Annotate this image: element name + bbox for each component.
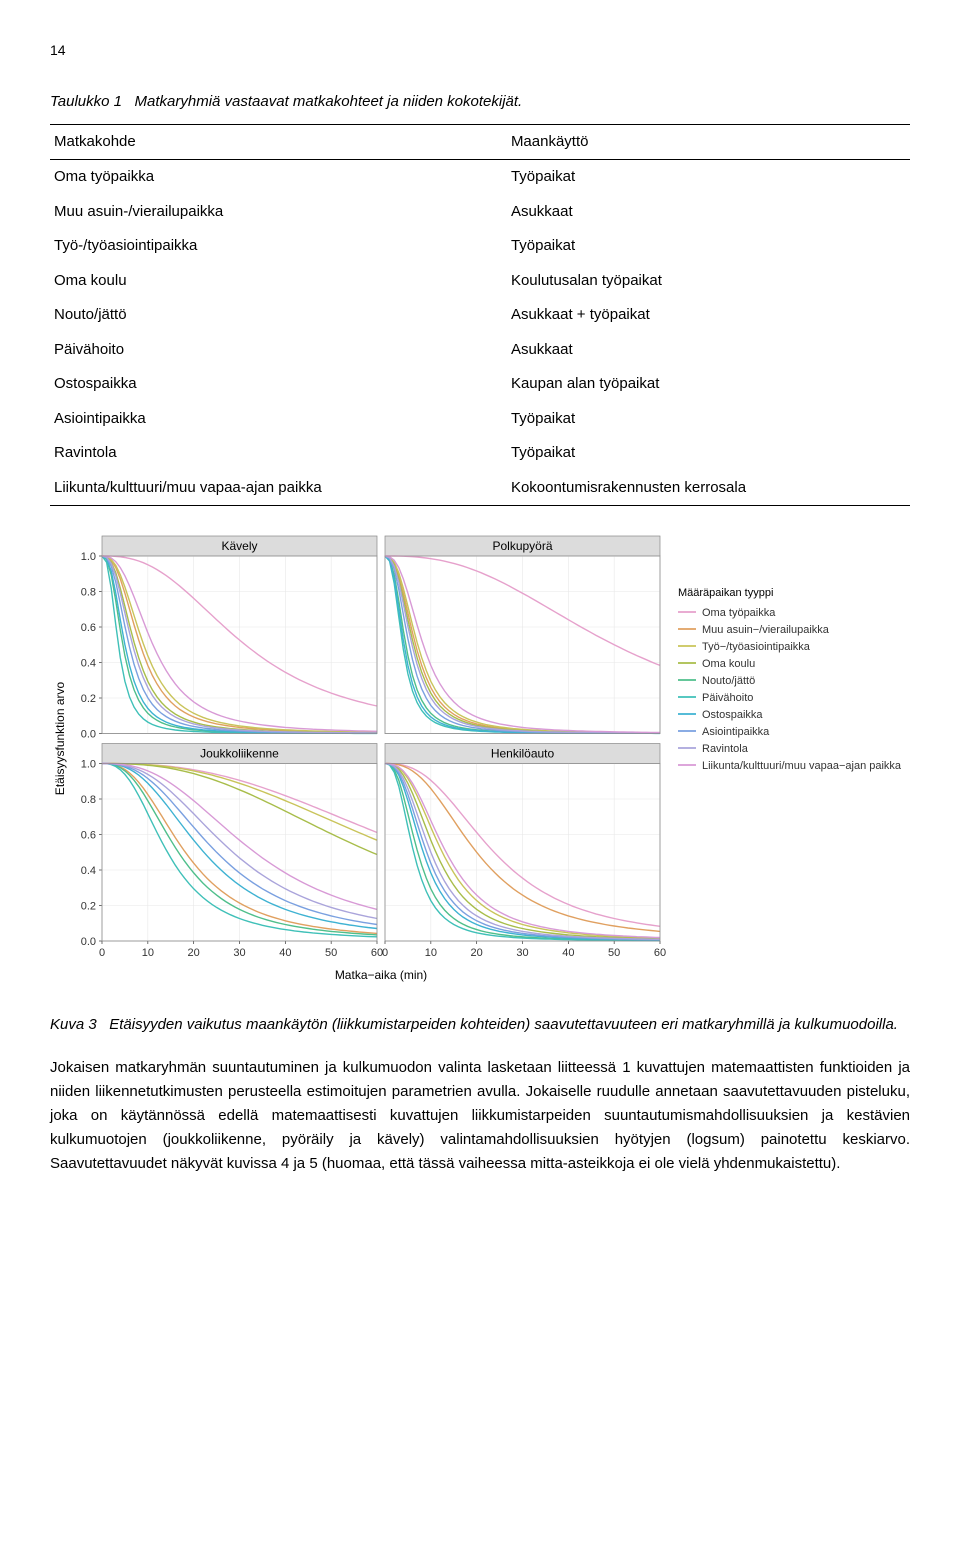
svg-text:0.6: 0.6: [81, 830, 96, 842]
svg-text:Muu asuin−/vierailupaikka: Muu asuin−/vierailupaikka: [702, 624, 830, 636]
table-row: Oma työpaikkaTyöpaikat: [50, 160, 910, 195]
table-caption-text: Matkaryhmiä vastaavat matkakohteet ja ni…: [135, 93, 523, 110]
table-cell-right: Asukkaat + työpaikat: [507, 298, 910, 333]
svg-text:20: 20: [188, 947, 200, 959]
svg-text:Ostospaikka: Ostospaikka: [702, 709, 763, 721]
table-row: AsiointipaikkaTyöpaikat: [50, 402, 910, 437]
table-cell-left: Asiointipaikka: [50, 402, 507, 437]
table-cell-left: Päivähoito: [50, 333, 507, 368]
svg-text:0.4: 0.4: [81, 658, 96, 670]
table-cell-left: Ostospaikka: [50, 367, 507, 402]
svg-text:Matka−aika (min): Matka−aika (min): [335, 968, 427, 982]
matkakohde-table: Matkakohde Maankäyttö Oma työpaikkaTyöpa…: [50, 124, 910, 507]
figure-label: Kuva 3: [50, 1016, 97, 1033]
svg-text:Nouto/jättö: Nouto/jättö: [702, 675, 755, 687]
svg-text:30: 30: [233, 947, 245, 959]
svg-text:10: 10: [142, 947, 154, 959]
figure-svg: Etäisyysfunktion arvo Kävely 1.0 0.8 0.6 0.4 0…: [50, 531, 910, 991]
svg-text:60: 60: [654, 947, 666, 959]
table-header-left: Matkakohde: [50, 124, 507, 160]
table-cell-right: Työpaikat: [507, 229, 910, 264]
table-cell-right: Asukkaat: [507, 333, 910, 368]
table-cell-right: Kaupan alan työpaikat: [507, 367, 910, 402]
svg-text:Päivähoito: Päivähoito: [702, 692, 753, 704]
table-cell-left: Työ-/työasiointipaikka: [50, 229, 507, 264]
svg-text:30: 30: [516, 947, 528, 959]
svg-text:Oma työpaikka: Oma työpaikka: [702, 607, 776, 619]
figure-caption-text: Etäisyyden vaikutus maankäytön (liikkumi…: [109, 1016, 898, 1033]
svg-text:0.8: 0.8: [81, 587, 96, 599]
table-row: Nouto/jättöAsukkaat + työpaikat: [50, 298, 910, 333]
svg-text:Kävely: Kävely: [221, 539, 257, 553]
table-row: Liikunta/kulttuuri/muu vapaa-ajan paikka…: [50, 471, 910, 506]
table-row: PäivähoitoAsukkaat: [50, 333, 910, 368]
svg-text:40: 40: [279, 947, 291, 959]
table-row: Oma kouluKoulutusalan työpaikat: [50, 264, 910, 299]
svg-text:50: 50: [325, 947, 337, 959]
table-cell-left: Muu asuin-/vierailupaikka: [50, 195, 507, 230]
table-cell-right: Asukkaat: [507, 195, 910, 230]
svg-text:Oma koulu: Oma koulu: [702, 658, 755, 670]
svg-text:Asiointipaikka: Asiointipaikka: [702, 726, 770, 738]
svg-text:Etäisyysfunktion arvo: Etäisyysfunktion arvo: [53, 681, 67, 795]
svg-text:Ravintola: Ravintola: [702, 743, 749, 755]
svg-text:50: 50: [608, 947, 620, 959]
table-cell-right: Koulutusalan työpaikat: [507, 264, 910, 299]
table-row: Muu asuin-/vierailupaikkaAsukkaat: [50, 195, 910, 230]
svg-text:10: 10: [425, 947, 437, 959]
svg-text:1.0: 1.0: [81, 759, 96, 771]
table-row: Työ-/työasiointipaikkaTyöpaikat: [50, 229, 910, 264]
svg-text:0: 0: [99, 947, 105, 959]
svg-text:Joukkoliikenne: Joukkoliikenne: [200, 747, 279, 761]
table-row: RavintolaTyöpaikat: [50, 436, 910, 471]
table-cell-right: Työpaikat: [507, 160, 910, 195]
svg-text:Polkupyörä: Polkupyörä: [492, 539, 552, 553]
svg-text:1.0: 1.0: [81, 551, 96, 563]
svg-text:0.2: 0.2: [81, 693, 96, 705]
table-cell-right: Työpaikat: [507, 402, 910, 437]
svg-text:0.4: 0.4: [81, 865, 96, 877]
svg-text:0.2: 0.2: [81, 901, 96, 913]
table-cell-left: Nouto/jättö: [50, 298, 507, 333]
table-cell-left: Ravintola: [50, 436, 507, 471]
svg-text:Henkilöauto: Henkilöauto: [491, 747, 555, 761]
table-cell-right: Kokoontumisrakennusten kerrosala: [507, 471, 910, 506]
table-caption: Taulukko 1 Matkaryhmiä vastaavat matkako…: [50, 91, 910, 114]
table-cell-left: Oma koulu: [50, 264, 507, 299]
svg-text:0.0: 0.0: [81, 936, 96, 948]
svg-text:Liikunta/kulttuuri/muu vapaa−a: Liikunta/kulttuuri/muu vapaa−ajan paikka: [702, 760, 902, 772]
svg-text:0.8: 0.8: [81, 794, 96, 806]
table-row: OstospaikkaKaupan alan työpaikat: [50, 367, 910, 402]
page-number: 14: [50, 40, 910, 61]
svg-text:Määräpaikan tyyppi: Määräpaikan tyyppi: [678, 587, 773, 599]
figure-3: Etäisyysfunktion arvo Kävely 1.0 0.8 0.6 0.4 0…: [50, 531, 910, 999]
svg-text:0: 0: [382, 947, 388, 959]
figure-caption: Kuva 3 Etäisyyden vaikutus maankäytön (l…: [50, 1014, 910, 1037]
svg-text:Työ−/työasiointipaikka: Työ−/työasiointipaikka: [702, 641, 811, 653]
svg-text:0.6: 0.6: [81, 622, 96, 634]
table-cell-left: Liikunta/kulttuuri/muu vapaa-ajan paikka: [50, 471, 507, 506]
table-cell-left: Oma työpaikka: [50, 160, 507, 195]
table-header-right: Maankäyttö: [507, 124, 910, 160]
table-cell-right: Työpaikat: [507, 436, 910, 471]
svg-text:0.0: 0.0: [81, 729, 96, 741]
svg-text:40: 40: [562, 947, 574, 959]
svg-text:20: 20: [471, 947, 483, 959]
table-label: Taulukko 1: [50, 93, 122, 110]
body-paragraph: Jokaisen matkaryhmän suuntautuminen ja k…: [50, 1056, 910, 1176]
